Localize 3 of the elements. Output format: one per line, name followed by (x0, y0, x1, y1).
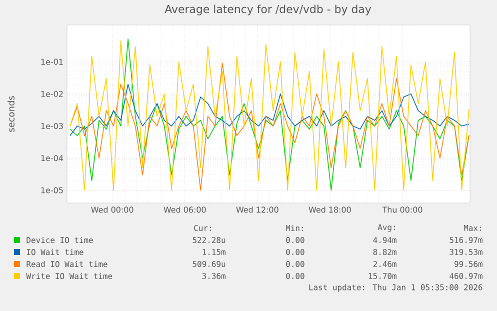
line-series (70, 84, 470, 136)
y-axis-title: seconds (8, 96, 14, 132)
chart-title: Average latency for /dev/vdb - by day (164, 4, 372, 16)
